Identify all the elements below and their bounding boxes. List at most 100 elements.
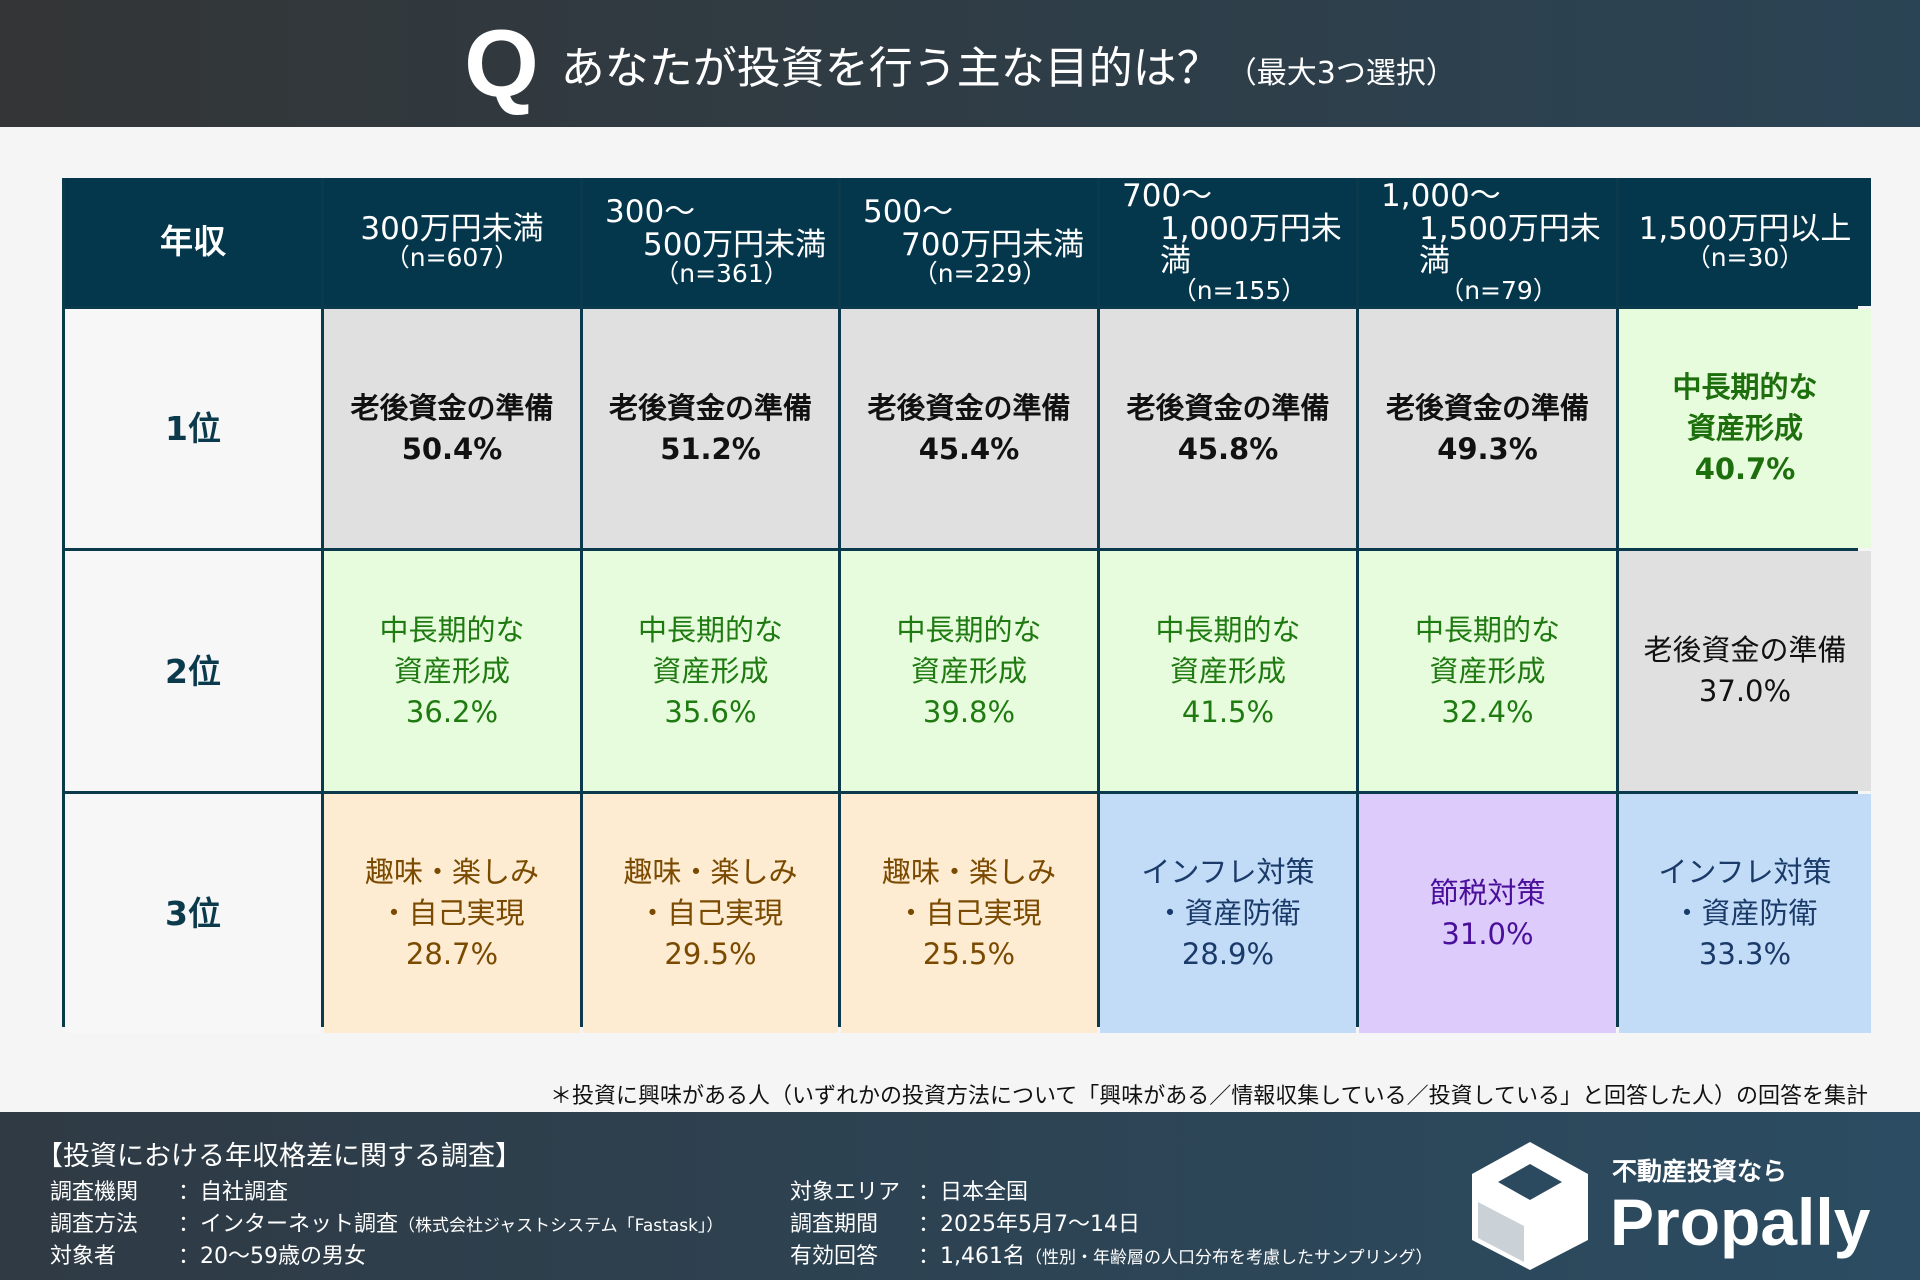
column-header-line2: 1,500万円未満: [1419, 210, 1601, 280]
purpose-label: 中長期的な: [896, 612, 1042, 647]
percentage-value: 41.5%: [1181, 694, 1275, 729]
table-cell: 老後資金の準備 49.3%: [1359, 309, 1616, 548]
percentage-value: 37.0%: [1698, 674, 1792, 708]
percentage-value: 45.4%: [918, 431, 1020, 466]
purpose-label: 趣味・楽しみ: [881, 855, 1056, 889]
percentage-value: 28.7%: [405, 937, 499, 971]
purpose-label: 中長期的な: [379, 612, 525, 647]
table-cell: 中長期的な 資産形成 36.2%: [324, 551, 580, 791]
purpose-label: 中長期的な: [1155, 612, 1301, 647]
purpose-label-line2: 資産形成: [393, 653, 510, 688]
percentage-value: 33.3%: [1698, 937, 1792, 971]
table-cell: 老後資金の準備 45.8%: [1100, 309, 1356, 548]
survey-detail-row: 調査方法 ：インターネット調査（株式会社ジャストシステム「Fastask」）: [50, 1206, 723, 1238]
detail-key: 調査方法: [50, 1212, 139, 1237]
table-cell: 中長期的な資産形成 35.6%: [583, 551, 838, 791]
detail-key: 調査機関: [50, 1180, 139, 1205]
purpose-label: インフレ対策: [1658, 855, 1832, 889]
purpose-label: 中長期的な: [637, 612, 783, 647]
column-header-line1: 1,000〜: [1381, 178, 1501, 215]
purpose-label: 趣味・楽しみ: [623, 855, 798, 889]
detail-key: 対象エリア: [790, 1180, 901, 1205]
column-header-line1: 300万円未満: [360, 210, 544, 247]
purpose-label-line2: 資産形成: [1429, 653, 1546, 688]
percentage-value: 28.9%: [1181, 937, 1275, 971]
table-cell: 老後資金の準備 45.4%: [841, 309, 1097, 548]
detail-key: 有効回答: [790, 1244, 879, 1269]
column-header-line1: 500〜: [863, 194, 954, 231]
detail-key: 調査期間: [790, 1212, 879, 1237]
logo-tagline: 不動産投資なら: [1612, 1157, 1788, 1186]
detail-value: ：1,461名: [918, 1244, 1025, 1269]
detail-value: ：インターネット調査: [178, 1212, 399, 1237]
survey-detail-row: 有効回答 ：1,461名（性別・年齢層の人口分布を考慮したサンプリング）: [790, 1238, 1432, 1270]
propally-logo-icon: [1472, 1142, 1588, 1270]
sample-size: （n=155）: [1171, 275, 1307, 305]
purpose-label-line2: ・自己実現: [637, 896, 783, 930]
purpose-label: 中長期的な: [1672, 370, 1818, 404]
percentage-value: 40.7%: [1694, 452, 1796, 486]
percentage-value: 50.4%: [401, 431, 503, 466]
table-cell: 中長期的な資産形成 40.7%: [1619, 309, 1871, 548]
detail-key: 対象者: [50, 1244, 117, 1269]
sample-size: （n=229）: [912, 259, 1048, 289]
purpose-label: 老後資金の準備: [1385, 390, 1589, 425]
percentage-value: 45.8%: [1177, 431, 1279, 466]
detail-value: ：自社調査: [178, 1180, 289, 1205]
q-mark: Q: [464, 9, 539, 117]
purpose-label: 老後資金の準備: [1126, 390, 1330, 425]
column-header-line2: 700万円未満: [901, 226, 1085, 263]
purpose-label: 老後資金の準備: [608, 390, 812, 425]
table-cell: 老後資金の準備 51.2%: [583, 309, 838, 548]
table-cell: 老後資金の準備 37.0%: [1619, 551, 1871, 791]
question-title: あなたが投資を行う主な目的は？: [560, 42, 1221, 94]
table-cell: 趣味・楽しみ ・自己実現 28.7%: [324, 794, 580, 1033]
detail-note: （株式会社ジャストシステム「Fastask」）: [398, 1216, 724, 1236]
detail-value: ：日本全国: [918, 1180, 1029, 1205]
survey-detail-row: 調査期間 ：2025年5月7〜14日: [790, 1206, 1140, 1238]
rank-label: 1位: [65, 309, 321, 548]
detail-value: ：2025年5月7〜14日: [918, 1212, 1140, 1237]
rank-label: 2位: [65, 551, 321, 791]
purpose-label-line2: 資産形成: [652, 653, 769, 688]
purpose-label: 老後資金の準備: [350, 390, 554, 425]
percentage-value: 51.2%: [660, 431, 761, 466]
column-header: 300万円未満 （n=607）: [324, 178, 580, 306]
percentage-value: 29.5%: [664, 937, 757, 971]
column-header: 1,500万円以上 （n=30）: [1619, 178, 1871, 306]
column-header: 700〜 1,000万円未満 （n=155）: [1100, 178, 1356, 306]
survey-detail-row: 対象エリア ：日本全国: [790, 1174, 1028, 1206]
purpose-label: 中長期的な: [1414, 612, 1560, 647]
header-corner: 年収: [65, 178, 321, 306]
percentage-value: 25.5%: [922, 937, 1016, 971]
table-cell: 趣味・楽しみ ・自己実現 29.5%: [583, 794, 838, 1033]
column-header: 1,000〜 1,500万円未満 （n=79）: [1359, 178, 1616, 306]
footnote: ＊投資に興味がある人（いずれかの投資方法について「興味がある／情報収集している／…: [549, 1084, 1868, 1109]
sample-size: （n=79）: [1439, 275, 1558, 305]
logo-brand: Propally: [1610, 1185, 1871, 1259]
question-subtitle: （最大3つ選択）: [1226, 55, 1456, 91]
column-header-line2: 500万円未満: [643, 226, 827, 263]
percentage-value: 49.3%: [1437, 431, 1538, 466]
table-cell: インフレ対策 ・資産防衛 28.9%: [1100, 794, 1356, 1033]
sample-size: （n=30）: [1685, 243, 1805, 273]
sample-size: （n=607）: [384, 243, 520, 273]
percentage-value: 35.6%: [664, 694, 757, 729]
table-cell: 趣味・楽しみ ・自己実現 25.5%: [841, 794, 1097, 1033]
survey-footer: 【投資における年収格差に関する調査】 調査機関 ：自社調査 調査方法 ：インターネット…: [0, 1112, 1920, 1280]
table-cell: 中長期的な資産形成 41.5%: [1100, 551, 1356, 791]
title-banner: Q あなたが投資を行う主な目的は？ （最大3つ選択）: [0, 0, 1920, 127]
column-header-line1: 1,500万円以上: [1638, 210, 1852, 247]
results-table: 年収 300万円未満 （n=607） 300〜 500万円未満 （n=361） 500〜 70…: [62, 178, 1871, 1033]
purpose-label-line2: ・自己実現: [896, 896, 1042, 930]
purpose-label: インフレ対策: [1141, 855, 1315, 889]
sample-size: （n=361）: [654, 259, 789, 289]
table-cell: インフレ対策 ・資産防衛 33.3%: [1619, 794, 1871, 1033]
purpose-label: 老後資金の準備: [1643, 633, 1847, 667]
purpose-label-line2: 資産形成: [1686, 411, 1803, 445]
purpose-label-line2: 資産形成: [1169, 653, 1286, 688]
table-cell: 節税対策 31.0%: [1359, 794, 1616, 1033]
purpose-label-line2: ・資産防衛: [1672, 896, 1818, 930]
purpose-label: 老後資金の準備: [867, 390, 1071, 425]
purpose-label: 節税対策: [1429, 875, 1546, 910]
